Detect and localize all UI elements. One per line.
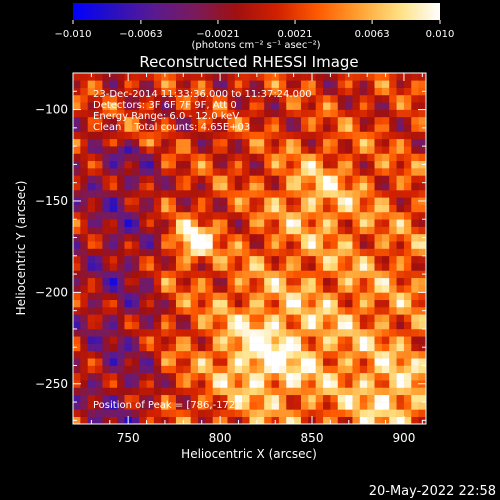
- heatmap-image: [73, 73, 426, 424]
- y-tick-label: −250: [35, 377, 68, 391]
- x-tick-label: 900: [392, 431, 415, 445]
- colorbar-tick-label: −0.0063: [119, 29, 162, 40]
- y-tick-label: −100: [35, 103, 68, 117]
- colorbar: [73, 3, 440, 20]
- colorbar-tick-label: −0.010: [54, 29, 91, 40]
- x-axis-label: Heliocentric X (arcsec): [181, 447, 317, 461]
- y-tick-label: −200: [35, 285, 68, 299]
- colorbar-tick-label: 0.0063: [355, 29, 390, 40]
- annotation-time-range: 23-Dec-2014 11:33:36.000 to 11:37:24.000: [93, 89, 312, 100]
- chart-title: Reconstructed RHESSI Image: [139, 53, 358, 71]
- annotation-detectors: Detectors: 3F 6F 7F 9F, Att 0: [93, 100, 237, 111]
- x-tick-label: 750: [117, 431, 140, 445]
- footer-date: 20-May-2022 22:58: [369, 484, 496, 499]
- colorbar-tick-label: 0.0021: [278, 29, 313, 40]
- x-tick-label: 850: [301, 431, 324, 445]
- colorbar-units: (photons cm⁻² s⁻¹ asec⁻²): [191, 40, 320, 51]
- x-tick-label: 800: [209, 431, 232, 445]
- colorbar-tick-label: −0.0021: [196, 29, 239, 40]
- annotation-clean-counts: Clean Total counts: 4.65E+03: [93, 122, 250, 133]
- plot-frame: [72, 72, 427, 425]
- colorbar-tick-label: 0.010: [426, 29, 455, 40]
- annotation-energy-range: Energy Range: 6.0 - 12.0 keV: [93, 111, 239, 122]
- y-axis-label: Heliocentric Y (arcsec): [14, 181, 28, 316]
- axis-ticks: 750 800 850 900 −100 −150 −200 −250: [35, 73, 426, 445]
- colorbar-ticks: −0.010 −0.0063 −0.0021 0.0021 0.0063 0.010: [54, 20, 454, 40]
- y-tick-label: −150: [35, 194, 68, 208]
- annotation-peak-position: Position of Peak = [786,-172]: [93, 400, 239, 411]
